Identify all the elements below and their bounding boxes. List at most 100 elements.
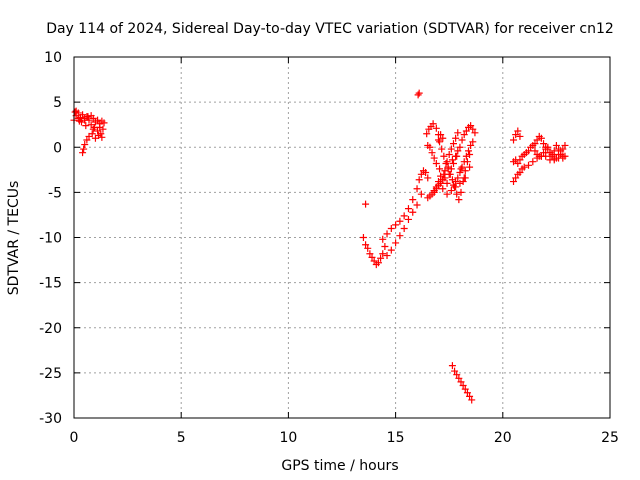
x-tick-label: 10 [279,430,297,446]
data-point [430,187,438,195]
data-point [434,131,442,139]
data-point [100,119,108,127]
data-point [453,371,461,379]
data-point [396,232,404,240]
data-point [512,174,520,182]
x-tick-label: 15 [387,430,405,446]
y-tick-label: -25 [39,366,62,382]
data-point [512,131,520,139]
data-point [468,396,476,404]
data-point [75,117,83,125]
data-point [362,241,370,249]
data-point [89,125,97,133]
data-point [510,136,518,144]
data-point [429,120,437,128]
data-point [561,141,569,149]
data-point [79,149,87,157]
data-point [447,145,455,153]
data-point [455,374,463,382]
data-point [531,140,539,148]
y-tick-label: -15 [39,276,62,292]
data-point [459,382,467,390]
data-point [525,161,533,169]
data-point [446,170,454,178]
data-point [392,239,400,247]
data-point [387,246,395,254]
data-series-4 [510,127,569,186]
data-point [466,163,474,171]
data-point [516,132,524,140]
data-point [555,145,563,153]
data-point [557,150,565,158]
data-point [434,181,442,189]
data-point [436,138,444,146]
data-point [428,149,436,157]
data-point [451,367,459,375]
y-tick-label: -5 [48,185,62,201]
data-point [370,257,378,265]
data-point [455,196,463,204]
data-point [415,176,423,184]
data-point [400,224,408,232]
data-point [359,234,367,241]
data-point [81,141,89,149]
data-point [460,131,468,139]
data-point [448,362,456,370]
data-point [404,215,412,223]
data-point [387,224,395,232]
data-point [444,163,452,171]
data-point [89,114,97,122]
data-point [462,127,470,135]
data-point [88,130,96,138]
data-point [456,179,464,187]
data-point [463,158,471,166]
data-series-1 [70,107,108,157]
data-point [467,122,475,130]
data-point [456,169,464,177]
data-point [80,145,88,153]
data-point [463,389,471,397]
data-point [448,176,456,184]
data-point [453,152,461,160]
data-point [424,174,432,182]
data-point [83,136,91,144]
data-point [461,385,469,393]
data-point [466,392,474,400]
data-point [443,190,451,198]
data-point [529,158,537,166]
data-point [415,89,423,97]
data-point [400,212,408,220]
y-tick-label: 10 [44,50,62,66]
data-point [81,116,89,124]
data-point [454,174,462,182]
data-point [514,127,522,135]
data-point [442,159,450,167]
y-axis-label: SDTVAR / TECUs [6,181,22,296]
data-point [443,179,451,187]
data-point [366,250,374,258]
y-tick-label: -10 [39,231,62,247]
data-point [452,134,460,142]
data-point [540,140,548,148]
data-point [540,149,548,157]
x-axis-label: GPS time / hours [281,458,398,474]
data-point [514,159,522,167]
data-point [525,147,533,155]
data-point [550,156,558,164]
data-point [82,122,90,130]
data-point [448,156,456,164]
data-point [396,217,404,225]
data-point [466,150,474,158]
data-point [414,91,422,99]
data-point [409,196,417,204]
data-point [469,138,477,146]
x-tick-labels: 0 5 10 15 20 25 [70,430,619,446]
data-point [456,143,464,151]
data-point [436,165,444,173]
data-point [467,141,475,149]
data-point [458,136,466,144]
data-point [454,147,462,155]
data-point [79,111,87,119]
data-point [413,185,421,193]
data-point [379,250,387,258]
